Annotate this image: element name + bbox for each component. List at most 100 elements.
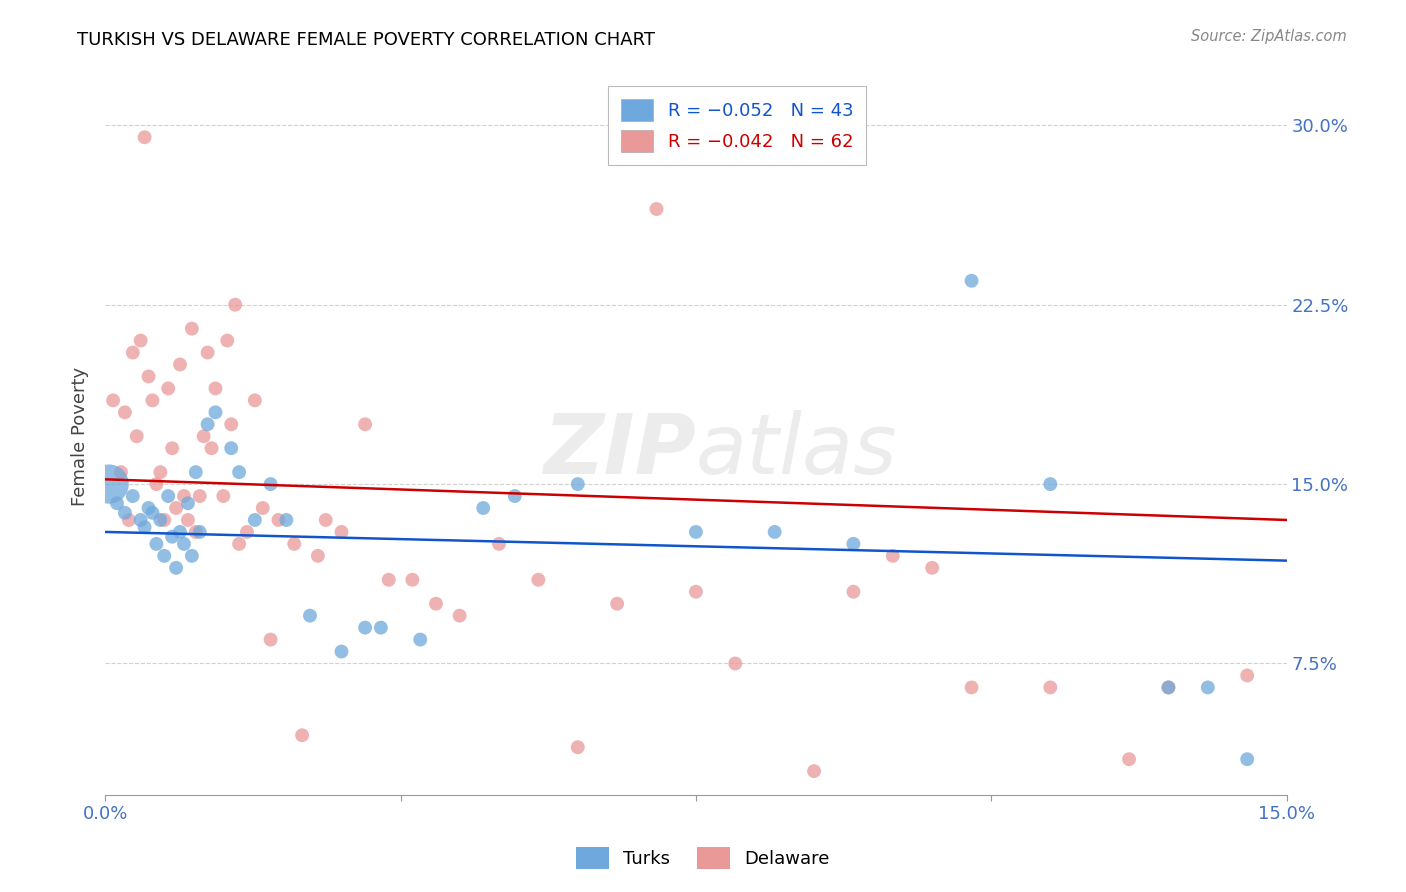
- Point: [149, 513, 172, 527]
- Point: [149, 465, 172, 479]
- Point: [101, 393, 124, 408]
- Point: [165, 561, 187, 575]
- Point: [129, 334, 152, 348]
- Point: [1197, 681, 1219, 695]
- Point: [1157, 681, 1180, 695]
- Point: [110, 465, 132, 479]
- Point: [1039, 681, 1062, 695]
- Point: [401, 573, 423, 587]
- Point: [330, 524, 353, 539]
- Point: [134, 130, 156, 145]
- Y-axis label: Female Poverty: Female Poverty: [72, 367, 89, 506]
- Point: [177, 513, 200, 527]
- Point: [842, 584, 865, 599]
- Point: [169, 358, 191, 372]
- Point: [252, 501, 274, 516]
- Point: [425, 597, 447, 611]
- Point: [330, 644, 353, 658]
- Point: [763, 524, 786, 539]
- Point: [503, 489, 526, 503]
- Point: [145, 537, 167, 551]
- Point: [370, 621, 392, 635]
- Point: [449, 608, 471, 623]
- Legend: R = −0.052   N = 43, R = −0.042   N = 62: R = −0.052 N = 43, R = −0.042 N = 62: [609, 87, 866, 165]
- Point: [180, 321, 202, 335]
- Point: [236, 524, 259, 539]
- Point: [960, 681, 983, 695]
- Point: [377, 573, 399, 587]
- Point: [567, 740, 589, 755]
- Point: [228, 537, 250, 551]
- Point: [354, 417, 377, 432]
- Point: [204, 405, 226, 419]
- Point: [177, 496, 200, 510]
- Point: [685, 524, 707, 539]
- Point: [1157, 681, 1180, 695]
- Point: [212, 489, 235, 503]
- Point: [188, 489, 211, 503]
- Point: [197, 345, 219, 359]
- Point: [121, 489, 143, 503]
- Point: [134, 520, 156, 534]
- Point: [645, 202, 668, 216]
- Point: [606, 597, 628, 611]
- Point: [243, 393, 266, 408]
- Point: [267, 513, 290, 527]
- Point: [315, 513, 337, 527]
- Text: Source: ZipAtlas.com: Source: ZipAtlas.com: [1191, 29, 1347, 44]
- Point: [724, 657, 747, 671]
- Point: [409, 632, 432, 647]
- Text: ZIP: ZIP: [543, 410, 696, 491]
- Point: [219, 441, 242, 455]
- Point: [197, 417, 219, 432]
- Point: [121, 345, 143, 359]
- Point: [243, 513, 266, 527]
- Point: [118, 513, 141, 527]
- Point: [298, 608, 321, 623]
- Point: [1118, 752, 1140, 766]
- Point: [259, 477, 281, 491]
- Point: [200, 441, 222, 455]
- Point: [173, 537, 195, 551]
- Point: [259, 632, 281, 647]
- Point: [842, 537, 865, 551]
- Point: [173, 489, 195, 503]
- Point: [160, 530, 183, 544]
- Text: atlas: atlas: [696, 410, 897, 491]
- Point: [354, 621, 377, 635]
- Legend: Turks, Delaware: Turks, Delaware: [567, 838, 839, 879]
- Point: [1236, 668, 1258, 682]
- Point: [169, 524, 191, 539]
- Text: TURKISH VS DELAWARE FEMALE POVERTY CORRELATION CHART: TURKISH VS DELAWARE FEMALE POVERTY CORRE…: [77, 31, 655, 49]
- Point: [160, 441, 183, 455]
- Point: [921, 561, 943, 575]
- Point: [153, 549, 176, 563]
- Point: [105, 496, 128, 510]
- Point: [138, 369, 160, 384]
- Point: [1039, 477, 1062, 491]
- Point: [114, 405, 136, 419]
- Point: [184, 465, 207, 479]
- Point: [125, 429, 148, 443]
- Point: [960, 274, 983, 288]
- Point: [184, 524, 207, 539]
- Point: [228, 465, 250, 479]
- Point: [141, 506, 163, 520]
- Point: [283, 537, 305, 551]
- Point: [145, 477, 167, 491]
- Point: [193, 429, 215, 443]
- Point: [141, 393, 163, 408]
- Point: [307, 549, 329, 563]
- Point: [291, 728, 314, 742]
- Point: [472, 501, 495, 516]
- Point: [157, 489, 180, 503]
- Point: [1236, 752, 1258, 766]
- Point: [157, 381, 180, 395]
- Point: [224, 298, 246, 312]
- Point: [803, 764, 825, 779]
- Point: [276, 513, 298, 527]
- Point: [219, 417, 242, 432]
- Point: [882, 549, 904, 563]
- Point: [204, 381, 226, 395]
- Point: [180, 549, 202, 563]
